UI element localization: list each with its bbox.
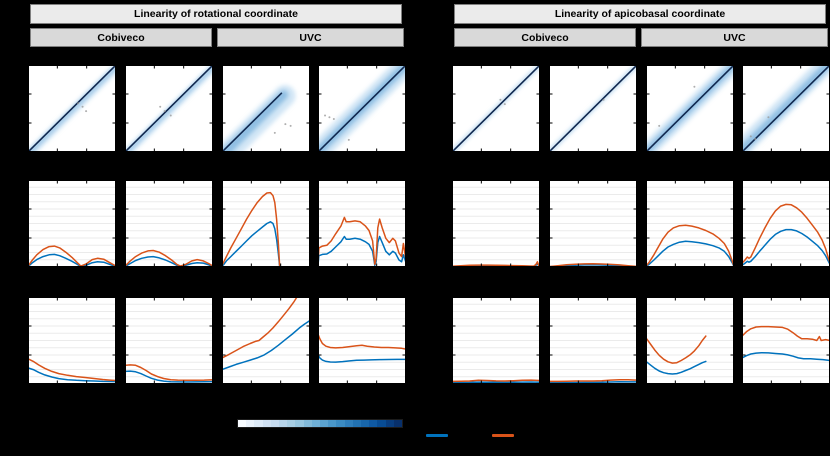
line-plot-rot-row3-cobiveco-1 (28, 297, 116, 384)
apicobasal-group: Linearity of apicobasal coordinate Cobiv… (452, 0, 830, 456)
density-plot-rot-cobiveco-1 (28, 65, 116, 152)
rotational-group: Linearity of rotational coordinate Cobiv… (28, 0, 406, 456)
colorbar-segment (352, 420, 362, 427)
colorbar-segment (328, 420, 337, 427)
line-plot-rot-row3-uvc-1 (222, 297, 310, 384)
panel-svg (125, 297, 213, 384)
density-plot-api-cobiveco-2 (549, 65, 637, 152)
colorbar-segment (270, 420, 280, 427)
panel-svg (125, 65, 213, 152)
apicobasal-uvc-header: UVC (641, 28, 828, 47)
line-plot-api-row2-uvc-2 (742, 180, 830, 267)
panel-svg (742, 297, 830, 384)
panel-svg (549, 297, 637, 384)
rotational-cobiveco-label: Cobiveco (97, 31, 145, 44)
colorbar-segment (385, 420, 394, 427)
rotational-uvc-header: UVC (217, 28, 404, 47)
colorbar-segment (303, 420, 312, 427)
density-plot-api-uvc-1 (646, 65, 734, 152)
panel-svg (28, 297, 116, 384)
panel-svg (222, 65, 310, 152)
apicobasal-uvc-label: UVC (723, 31, 746, 44)
colorbar-segment (377, 420, 386, 427)
line-plot-api-row3-cobiveco-2 (549, 297, 637, 384)
panel-svg (452, 180, 540, 267)
line-plot-rot-row2-cobiveco-2 (125, 180, 213, 267)
line-plot-rot-row2-uvc-2 (318, 180, 406, 267)
colorbar-segment (238, 420, 247, 427)
panel-svg (742, 180, 830, 267)
colorbar-segment (287, 420, 296, 427)
blue-line-swatch (426, 434, 448, 437)
colorbar-segment (246, 420, 255, 427)
panel-svg (452, 65, 540, 152)
apicobasal-title-label: Linearity of apicobasal coordinate (554, 8, 726, 20)
line-plot-rot-row3-cobiveco-2 (125, 297, 213, 384)
colorbar-segment (336, 420, 345, 427)
orange-line-swatch (492, 434, 514, 437)
panel-svg (318, 180, 406, 267)
rotational-title-header: Linearity of rotational coordinate (30, 4, 402, 24)
rotational-cobiveco-header: Cobiveco (30, 28, 212, 47)
colorbar-segment (254, 420, 263, 427)
line-plot-api-row2-uvc-1 (646, 180, 734, 267)
density-plot-api-uvc-2 (742, 65, 830, 152)
colorbar-segment (320, 420, 329, 427)
apicobasal-cobiveco-header: Cobiveco (454, 28, 636, 47)
panel-svg (646, 65, 734, 152)
apicobasal-title-header: Linearity of apicobasal coordinate (454, 4, 826, 24)
line-plot-rot-row2-cobiveco-1 (28, 180, 116, 267)
line-plot-api-row3-uvc-2 (742, 297, 830, 384)
panel-svg (318, 65, 406, 152)
rotational-title-label: Linearity of rotational coordinate (134, 8, 298, 20)
panel-svg (646, 297, 734, 384)
density-plot-rot-cobiveco-2 (125, 65, 213, 152)
colorbar-segment (393, 420, 403, 427)
colorbar-segment (344, 420, 353, 427)
line-plot-api-row3-cobiveco-1 (452, 297, 540, 384)
panel-svg (452, 297, 540, 384)
density-plot-rot-uvc-1 (222, 65, 310, 152)
colorbar-segment (361, 420, 370, 427)
panel-svg (646, 180, 734, 267)
colorbar-segment (279, 420, 288, 427)
line-plot-api-row3-uvc-1 (646, 297, 734, 384)
panel-svg (222, 180, 310, 267)
panel-svg (125, 180, 213, 267)
colorbar-segment (369, 420, 378, 427)
colorbar-segment (262, 420, 271, 427)
panel-svg (28, 65, 116, 152)
panel-svg (222, 297, 310, 384)
panel-svg (28, 180, 116, 267)
density-plot-api-cobiveco-1 (452, 65, 540, 152)
apicobasal-cobiveco-label: Cobiveco (521, 31, 569, 44)
colorbar-segment (295, 420, 304, 427)
density-colorbar (237, 419, 403, 428)
panel-svg (549, 180, 637, 267)
panel-svg (549, 65, 637, 152)
line-plot-api-row2-cobiveco-1 (452, 180, 540, 267)
line-plot-rot-row2-uvc-1 (222, 180, 310, 267)
density-plot-rot-uvc-2 (318, 65, 406, 152)
panel-svg (318, 297, 406, 384)
colorbar-segment (311, 420, 321, 427)
line-plot-api-row2-cobiveco-2 (549, 180, 637, 267)
line-plot-rot-row3-uvc-2 (318, 297, 406, 384)
panel-svg (742, 65, 830, 152)
rotational-uvc-label: UVC (299, 31, 322, 44)
